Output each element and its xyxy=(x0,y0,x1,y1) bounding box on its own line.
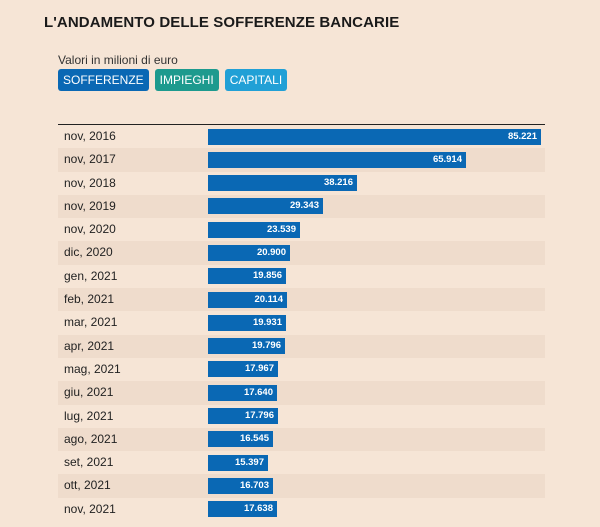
data-label: 16.545 xyxy=(239,433,269,445)
table-row: nov, 2019 29.343 xyxy=(58,194,545,219)
bar xyxy=(208,221,300,238)
table-row: dic, 2020 20.900 xyxy=(58,241,545,265)
category-label: ott, 2021 xyxy=(64,478,111,493)
data-label: 85.221 xyxy=(507,130,537,142)
table-row: gen, 2021 19.856 xyxy=(58,265,545,288)
bar xyxy=(208,338,285,355)
data-label: 19.856 xyxy=(252,270,282,282)
data-label: 17.638 xyxy=(243,503,273,515)
data-label: 20.114 xyxy=(254,293,283,305)
category-label: lug, 2021 xyxy=(64,408,114,423)
data-label: 20.900 xyxy=(256,246,286,258)
data-label: 17.640 xyxy=(243,386,273,398)
data-label: 16.703 xyxy=(239,479,269,491)
category-label: giu, 2021 xyxy=(64,385,114,400)
data-label: 23.539 xyxy=(266,223,296,235)
table-row: lug, 2021 17.796 xyxy=(58,405,545,428)
category-label: nov, 2020 xyxy=(64,222,116,237)
bar xyxy=(208,361,278,378)
category-label: gen, 2021 xyxy=(64,268,118,283)
category-label: set, 2021 xyxy=(64,455,114,470)
category-label: mar, 2021 xyxy=(64,315,118,330)
chart-subtitle: Valori in milioni di euro xyxy=(58,53,178,67)
table-row: feb, 2021 20.114 xyxy=(58,288,545,312)
sofferenze-button[interactable]: SOFFERENZE xyxy=(58,69,149,91)
category-label: dic, 2020 xyxy=(64,245,113,260)
bar xyxy=(208,314,286,331)
category-label: nov, 2021 xyxy=(64,501,116,516)
table-row: nov, 2018 38.216 xyxy=(58,172,545,195)
table-row: nov, 2017 65.914 xyxy=(58,148,545,172)
series-toggle-group: SOFFERENZE IMPIEGHI CAPITALI xyxy=(58,69,288,91)
bar xyxy=(208,431,273,448)
data-label: 19.931 xyxy=(252,316,282,328)
table-row: ago, 2021 16.545 xyxy=(58,427,545,452)
capitali-button[interactable]: CAPITALI xyxy=(224,69,288,91)
data-label: 17.967 xyxy=(244,363,274,375)
bar xyxy=(208,291,287,308)
category-label: ago, 2021 xyxy=(64,431,118,446)
chart-title: L'ANDAMENTO DELLE SOFFERENZE BANCARIE xyxy=(44,14,400,31)
bar xyxy=(208,501,277,518)
data-label: 17.796 xyxy=(244,410,274,422)
table-row: mar, 2021 19.931 xyxy=(58,311,545,334)
data-label: 65.914 xyxy=(432,153,462,165)
table-row: giu, 2021 17.640 xyxy=(58,381,545,405)
table-row: apr, 2021 19.796 xyxy=(58,334,545,358)
category-label: mag, 2021 xyxy=(64,361,121,376)
bar xyxy=(208,128,541,145)
bar xyxy=(208,151,466,168)
bar xyxy=(208,175,357,192)
data-label: 15.397 xyxy=(234,456,264,468)
table-row: nov, 2020 23.539 xyxy=(58,218,545,241)
table-row: ott, 2021 16.703 xyxy=(58,474,545,498)
category-label: feb, 2021 xyxy=(64,292,115,307)
bar xyxy=(208,454,268,471)
table-row: nov, 2016 85.221 xyxy=(58,125,545,148)
category-label: nov, 2017 xyxy=(64,152,116,167)
category-label: apr, 2021 xyxy=(64,338,115,353)
table-row: set, 2021 15.397 xyxy=(58,451,545,474)
table-row: nov, 2021 17.638 xyxy=(58,498,545,521)
bar xyxy=(208,244,290,261)
table-row: mag, 2021 17.967 xyxy=(58,358,545,381)
category-label: nov, 2019 xyxy=(64,198,116,213)
bar xyxy=(208,408,278,425)
bar-chart: nov, 2016 85.221 nov, 2017 65.914 nov, 2018 3… xyxy=(58,124,545,521)
data-label: 29.343 xyxy=(289,200,319,212)
bar xyxy=(208,198,323,215)
data-label: 38.216 xyxy=(323,177,353,189)
category-label: nov, 2018 xyxy=(64,175,116,190)
impieghi-button[interactable]: IMPIEGHI xyxy=(154,69,219,91)
data-label: 19.796 xyxy=(251,340,281,352)
bar xyxy=(208,477,273,494)
chart-top-rule xyxy=(58,124,545,125)
bar xyxy=(208,268,286,285)
bar xyxy=(208,384,277,401)
category-label: nov, 2016 xyxy=(64,129,116,143)
